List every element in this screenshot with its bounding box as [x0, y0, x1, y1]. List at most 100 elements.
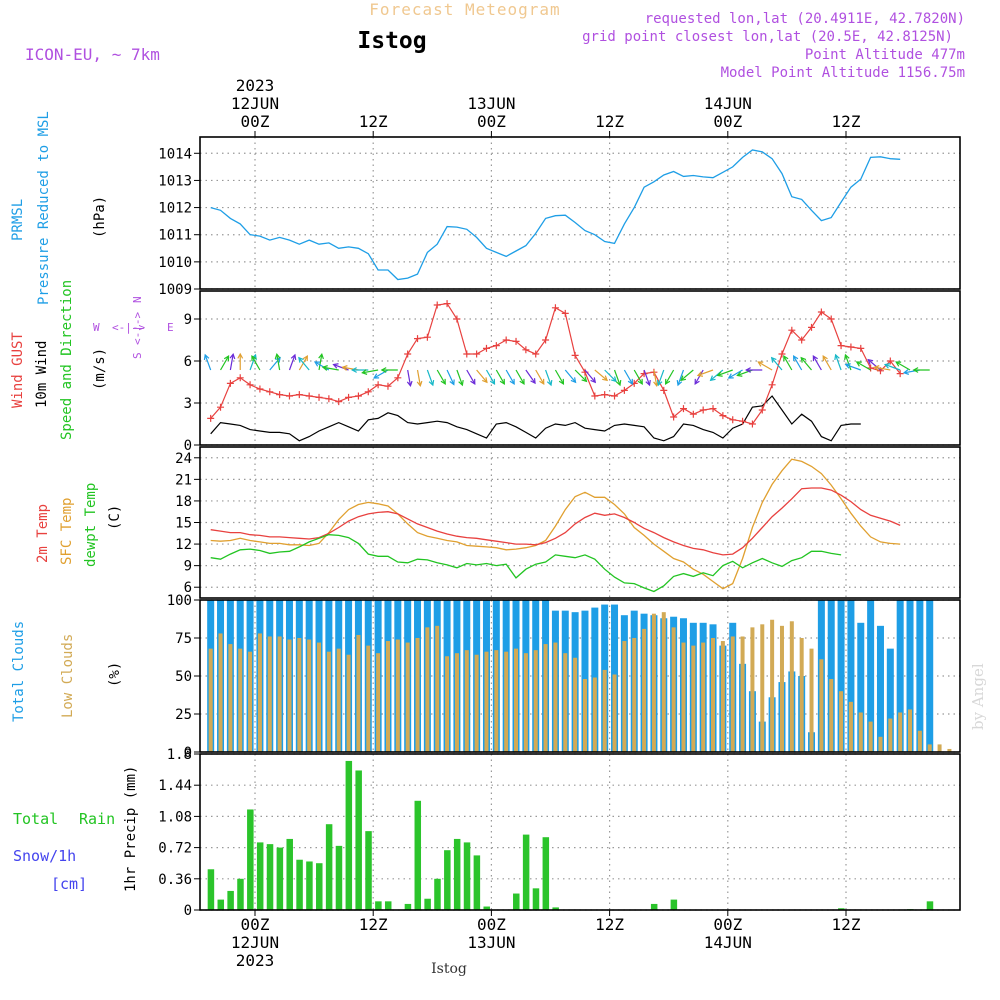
rain-bar: [522, 834, 530, 910]
rain-bar: [532, 888, 540, 910]
low-cloud-bar: [720, 641, 725, 752]
wind-arrow: [545, 369, 552, 386]
wind-arrow-head: [298, 356, 304, 363]
wind-arrow-head: [290, 353, 297, 360]
wind-arrow: [771, 357, 783, 371]
ytick-label-temp: 21: [175, 472, 192, 488]
ytick-label-wind: 9: [184, 312, 192, 328]
gridpoint-coords: grid point closest lon,lat (20.5E, 42.81…: [582, 29, 953, 45]
temp-unit: (C): [107, 505, 123, 530]
ytick-label-cloud: 75: [175, 631, 192, 647]
wind-arrow: [653, 369, 658, 386]
low-cloud-bar: [445, 656, 450, 752]
rain-bar: [345, 760, 353, 910]
low-cloud-bar: [346, 654, 351, 752]
wind-arrow: [874, 366, 891, 371]
wind-arrow: [322, 366, 339, 371]
low-cloud-label: Low Clouds: [60, 634, 76, 718]
top-date-label: 13JUN: [467, 94, 515, 113]
bottom-date-label: 14JUN: [704, 933, 752, 952]
wind-arrow: [800, 357, 812, 371]
low-cloud-bar: [297, 638, 302, 752]
low-cloud-bar: [277, 636, 282, 752]
wind-arrow-head: [822, 355, 828, 362]
compass-e: E: [167, 321, 174, 334]
wind-arrow-head: [627, 378, 634, 385]
rain-bar: [286, 838, 293, 910]
wind-arrow: [657, 369, 665, 386]
wind-arrow-head: [757, 361, 764, 367]
t2m-label: 2m Temp: [35, 504, 51, 563]
wind-arrow-head: [581, 376, 588, 383]
wind-arrow-head: [855, 361, 862, 367]
wind-arrow-head: [694, 378, 700, 385]
ytick-label-cloud: 0: [184, 745, 192, 761]
wind-arrow-head: [449, 379, 455, 386]
wind-arrow: [895, 361, 911, 371]
wind-arrow-head: [676, 380, 683, 387]
wind-arrow: [697, 369, 714, 377]
low-cloud-bar: [543, 644, 548, 752]
rain-bar: [247, 809, 254, 910]
total-cloud-bar: [857, 622, 865, 752]
low-cloud-bar: [858, 712, 863, 752]
wind-arrow-head: [546, 380, 553, 387]
bottom-date-label: 13JUN: [467, 933, 515, 952]
wind-10m-label: 10m Wind: [34, 341, 50, 408]
wind-arrow-head: [341, 365, 348, 371]
precip-snow-label: Snow/1h: [13, 847, 76, 865]
low-cloud-bar: [582, 679, 587, 752]
low-cloud-bar: [592, 677, 597, 752]
total-cloud-label: Total Clouds: [11, 621, 27, 722]
ytick-label-precip: 1.44: [158, 778, 192, 794]
wind-arrow-head: [509, 378, 515, 385]
wind-arrow-head: [302, 355, 308, 362]
wind-arrow-head: [867, 358, 874, 365]
wind-arrow: [373, 369, 389, 379]
wind-arrow: [362, 369, 379, 374]
wind-arrow: [318, 354, 323, 371]
low-cloud-bar: [730, 636, 735, 752]
ytick-label-cloud: 50: [175, 669, 192, 685]
bottom-time-label: 00Z: [241, 915, 270, 934]
total-cloud-bar: [827, 600, 835, 752]
wind-arrow: [643, 369, 651, 386]
wind-arrow-head: [834, 353, 840, 360]
sfc-label: SFC Temp: [59, 498, 75, 565]
wind-arrow: [485, 369, 495, 385]
wind-arrow-head: [203, 353, 210, 360]
rain-bar: [207, 869, 215, 910]
low-cloud-bar: [218, 633, 223, 752]
wind-arrow-head: [902, 369, 910, 375]
wind-arrow: [835, 354, 842, 371]
low-cloud-bar: [317, 642, 322, 752]
low-cloud-bar: [711, 638, 716, 752]
wind-arrow-head: [570, 377, 577, 384]
wind-arrow-head: [321, 365, 328, 371]
panel-frame-pressure: [199, 136, 961, 290]
low-cloud-bar: [622, 641, 627, 752]
t2m-line: [210, 487, 901, 556]
ytick-label-pressure: 1009: [158, 282, 192, 298]
wind-arrow-head: [645, 380, 651, 387]
low-cloud-bar: [937, 744, 942, 752]
rain-bar: [542, 837, 550, 910]
model-label: ICON-EU, ~ 7km: [25, 45, 160, 64]
low-cloud-bar: [917, 730, 922, 752]
wind-arrow-head: [440, 378, 446, 385]
compass-line-h: <-|->: [112, 321, 145, 334]
wind-arrow: [584, 369, 596, 383]
point-altitude: Point Altitude 477m: [805, 47, 965, 63]
rain-bar: [266, 844, 274, 910]
precip-total-label: Total: [13, 810, 58, 828]
low-cloud-bar: [454, 653, 459, 752]
pressure-label-2: Pressure Reduced to MSL: [36, 111, 52, 305]
rain-bar: [316, 863, 323, 910]
wind-arrow-head: [727, 373, 734, 379]
total-cloud-bar: [896, 600, 904, 752]
ytick-label-temp: 15: [175, 516, 192, 532]
ytick-label-precip: 0.36: [158, 872, 192, 888]
wind-arrow-head: [664, 378, 671, 385]
wind-arrow: [220, 355, 230, 371]
